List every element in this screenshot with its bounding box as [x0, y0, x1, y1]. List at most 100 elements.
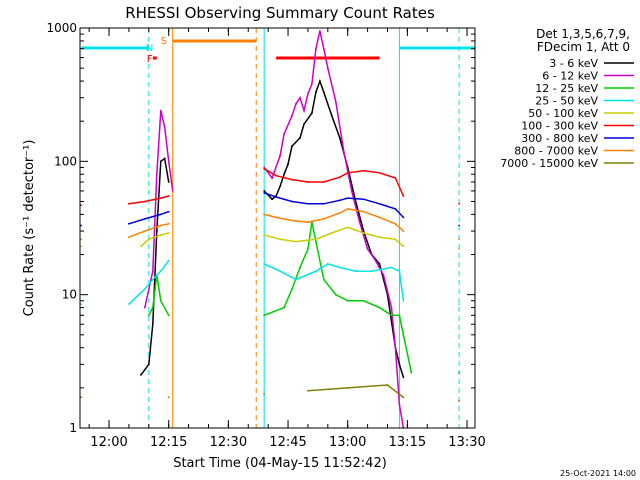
data-point	[394, 238, 397, 241]
data-point	[398, 314, 401, 317]
data-point	[398, 363, 401, 366]
data-point	[322, 181, 325, 183]
data-point	[315, 91, 317, 94]
data-point	[167, 232, 170, 234]
data-point	[80, 204, 83, 207]
data-point	[458, 238, 460, 241]
data-point	[283, 133, 285, 136]
data-point	[143, 218, 146, 220]
data-point	[346, 197, 349, 200]
data-point	[263, 234, 266, 236]
data-point	[80, 396, 83, 399]
data-point	[159, 299, 162, 302]
data-point	[151, 306, 154, 309]
data-point	[390, 314, 393, 317]
data-point	[315, 47, 317, 50]
data-point	[287, 163, 289, 166]
data-point	[338, 176, 341, 179]
data-point	[338, 212, 341, 214]
y-tick-label: 100	[54, 154, 77, 168]
data-point	[334, 293, 337, 296]
x-tick-label: 13:15	[389, 435, 426, 450]
data-point	[275, 174, 277, 177]
axes: 1 10 100 1000 12:00 12:15 12:30 12:45 13:00 13:15…	[46, 21, 485, 450]
data-point	[330, 114, 333, 117]
legend-label: 3 - 6 keV	[549, 57, 598, 70]
plot-frame	[79, 27, 476, 429]
data-point	[362, 210, 365, 213]
data-point	[159, 197, 162, 200]
data-point	[283, 306, 285, 309]
data-point	[159, 224, 162, 227]
data-point	[299, 266, 301, 269]
data-point	[167, 181, 170, 183]
data-point	[167, 195, 170, 197]
data-point	[263, 263, 266, 265]
data-point	[458, 371, 460, 374]
legend-label: 7000 - 15000 keV	[500, 157, 598, 170]
data-point	[362, 299, 365, 302]
data-point	[311, 83, 313, 85]
data-point	[370, 270, 373, 273]
legend-label: 12 - 25 keV	[535, 82, 598, 95]
data-point	[291, 178, 293, 181]
flag-letter: N	[146, 43, 153, 54]
x-tick-label: 12:00	[90, 435, 127, 450]
data-point	[390, 266, 393, 269]
data-point	[295, 240, 297, 243]
data-point	[263, 314, 266, 317]
data-point	[394, 222, 397, 225]
data-point	[315, 240, 317, 243]
data-point	[295, 102, 297, 105]
data-point	[167, 210, 170, 213]
data-point	[80, 303, 83, 305]
data-point	[362, 198, 365, 201]
data-point	[80, 238, 83, 241]
data-point	[307, 181, 309, 183]
data-point	[342, 149, 345, 152]
legend-label: 100 - 300 keV	[521, 120, 598, 133]
data-point	[346, 299, 349, 302]
data-point	[402, 216, 405, 219]
data-point	[279, 154, 281, 157]
series-line	[129, 209, 459, 239]
data-point	[458, 202, 460, 205]
data-point	[143, 288, 146, 290]
data-point	[326, 263, 329, 265]
legend-header-line: FDecim 1, Att 0	[537, 40, 630, 54]
data-point	[80, 224, 83, 227]
data-point	[167, 396, 170, 399]
data-point	[394, 346, 397, 349]
data-point	[263, 190, 266, 192]
y-tick-label: 1	[69, 421, 77, 435]
data-point	[334, 100, 337, 103]
data-point	[263, 192, 266, 194]
data-point	[279, 270, 281, 273]
data-point	[362, 232, 365, 234]
series-line	[149, 222, 459, 373]
data-point	[322, 202, 325, 205]
data-point	[398, 403, 401, 406]
data-point	[147, 363, 150, 366]
series-line	[308, 385, 459, 401]
data-point	[346, 226, 349, 229]
data-point	[127, 303, 130, 305]
data-point	[330, 232, 333, 234]
x-axis-label: Start Time (04-May-15 11:52:42)	[173, 456, 387, 471]
data-point	[307, 389, 309, 392]
data-point	[322, 218, 325, 220]
data-point	[143, 306, 146, 309]
data-point	[283, 173, 285, 176]
series-line	[129, 169, 459, 204]
data-point	[151, 278, 154, 281]
data-point	[291, 200, 293, 203]
data-point	[326, 67, 329, 69]
data-point	[394, 177, 397, 179]
y-axis-label: Count Rate (s⁻¹ detector⁻¹)	[22, 140, 37, 317]
data-point	[291, 288, 293, 290]
data-point	[299, 137, 301, 139]
data-point	[402, 195, 405, 197]
data-point	[378, 236, 381, 239]
